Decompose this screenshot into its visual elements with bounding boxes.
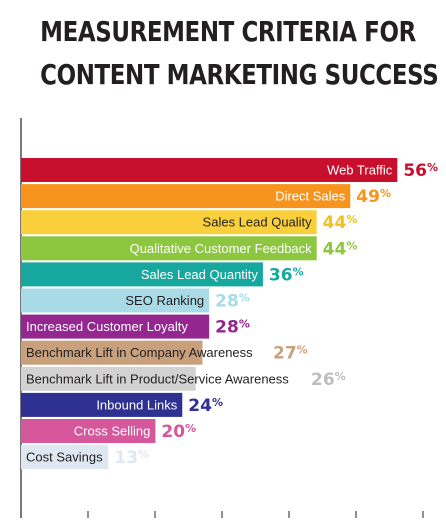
bar	[21, 288, 210, 313]
bar-label: Cross Selling	[74, 424, 151, 439]
bar	[21, 158, 398, 182]
bar-label: Inbound Links	[96, 397, 177, 412]
bar-label: Direct Sales	[275, 189, 346, 204]
bar-label: SEO Ranking	[125, 293, 204, 308]
bar-label: Web Traffic	[327, 163, 393, 178]
bar	[21, 314, 210, 339]
bar	[21, 340, 203, 365]
bar-label: Benchmark Lift in Company Awareness	[26, 345, 253, 360]
value-label: 26%	[311, 370, 346, 390]
value-label: 36%	[269, 265, 304, 285]
value-label: 44%	[323, 239, 358, 259]
bar	[21, 392, 183, 417]
bar-label: Sales Lead Quality	[203, 215, 313, 230]
bar-label: Cost Savings	[26, 450, 103, 465]
value-label: 20%	[161, 422, 196, 442]
bar	[21, 210, 317, 235]
value-label: 24%	[188, 396, 223, 416]
bar	[21, 262, 263, 287]
bar-label: Benchmark Lift in Product/Service Awaren…	[26, 371, 289, 386]
bar	[21, 184, 351, 209]
bar-label: Sales Lead Quantity	[141, 267, 259, 282]
bar	[21, 445, 109, 470]
bar-label: Increased Customer Loyalty	[26, 319, 188, 334]
value-label: 44%	[323, 213, 358, 233]
bar	[21, 366, 196, 391]
value-label: 28%	[215, 292, 250, 312]
chart-title-line-1: MEASUREMENT CRITERIA FOR	[40, 15, 416, 48]
value-label: 27%	[273, 344, 308, 364]
chart-title-line-2: CONTENT MARKETING SUCCESS	[40, 58, 439, 91]
value-label: 13%	[114, 448, 149, 468]
bar	[21, 419, 156, 443]
value-label: 28%	[215, 318, 250, 338]
value-label: 56%	[403, 161, 438, 181]
value-label: 49%	[356, 187, 391, 207]
bar-label: Qualitative Customer Feedback	[130, 241, 313, 256]
bar	[21, 236, 317, 261]
